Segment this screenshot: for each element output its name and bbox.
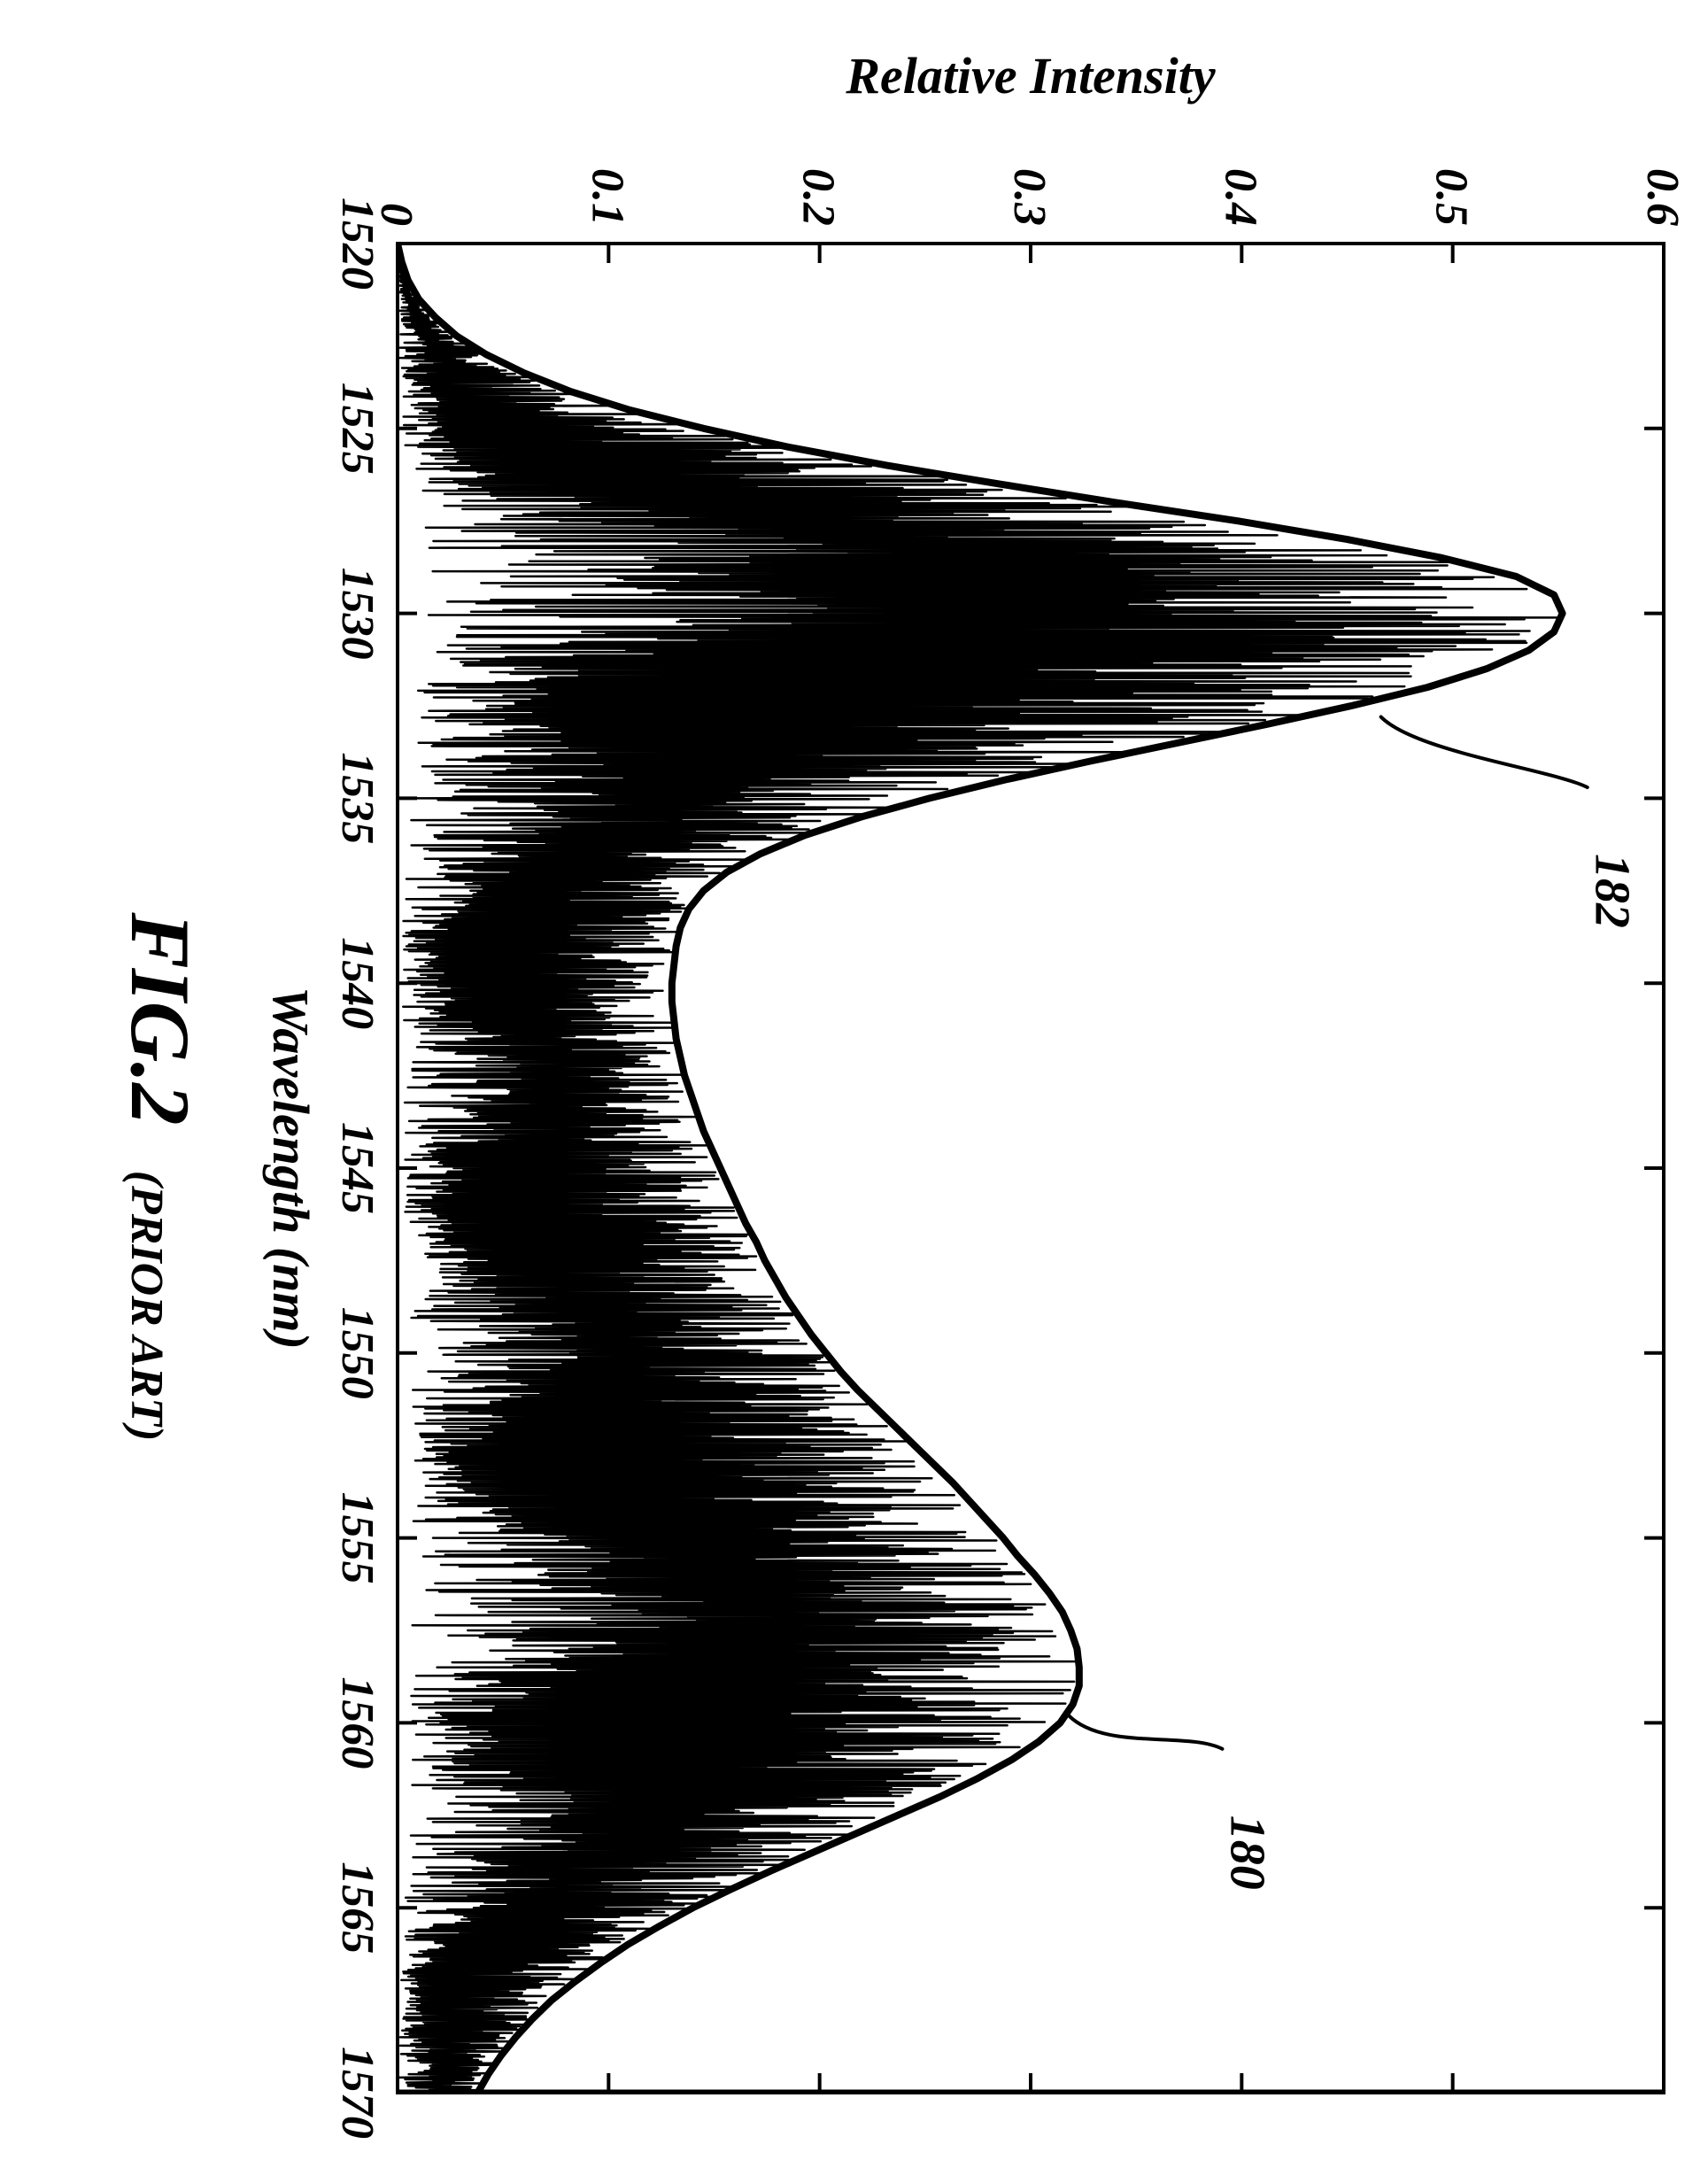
y-tick-label: 0.5 (1426, 168, 1477, 226)
y-tick-label: 0.2 (793, 168, 844, 226)
y-tick-label: 0 (371, 203, 421, 226)
x-axis-label: Wavelength (nm) (262, 987, 320, 1350)
y-tick-label: 0.4 (1215, 168, 1265, 226)
callout-leader-180 (1069, 1715, 1223, 1749)
x-tick-label: 1535 (332, 752, 383, 844)
x-tick-label: 1545 (332, 1122, 383, 1214)
x-tick-label: 1525 (332, 383, 383, 475)
x-tick-label: 1540 (332, 937, 383, 1029)
noise-trace (398, 244, 1559, 2094)
callout-label-180: 180 (1219, 1815, 1274, 1890)
y-tick-label: 0.6 (1637, 168, 1688, 226)
y-axis-label: Relative Intensity (845, 47, 1216, 105)
y-tick-label: 0.1 (582, 168, 632, 226)
callout-leader-182 (1381, 717, 1588, 788)
figure-caption: FIG.2 (PRIOR ART) (113, 911, 207, 1441)
caption-main: FIG.2 (113, 911, 207, 1125)
x-tick-label: 1560 (332, 1676, 383, 1769)
spectrum-chart: 1520152515301535154015451550155515601565… (0, 0, 1708, 2183)
x-tick-label: 1550 (332, 1307, 383, 1399)
x-tick-label: 1570 (332, 2047, 383, 2139)
plot-area (398, 244, 1563, 2094)
x-tick-label: 1530 (332, 568, 383, 660)
callout-label-182: 182 (1585, 854, 1640, 928)
x-tick-label: 1555 (332, 1492, 383, 1584)
y-tick-label: 0.3 (1004, 168, 1055, 226)
caption-sub: (PRIOR ART) (121, 1171, 172, 1442)
x-tick-label: 1565 (332, 1862, 383, 1954)
